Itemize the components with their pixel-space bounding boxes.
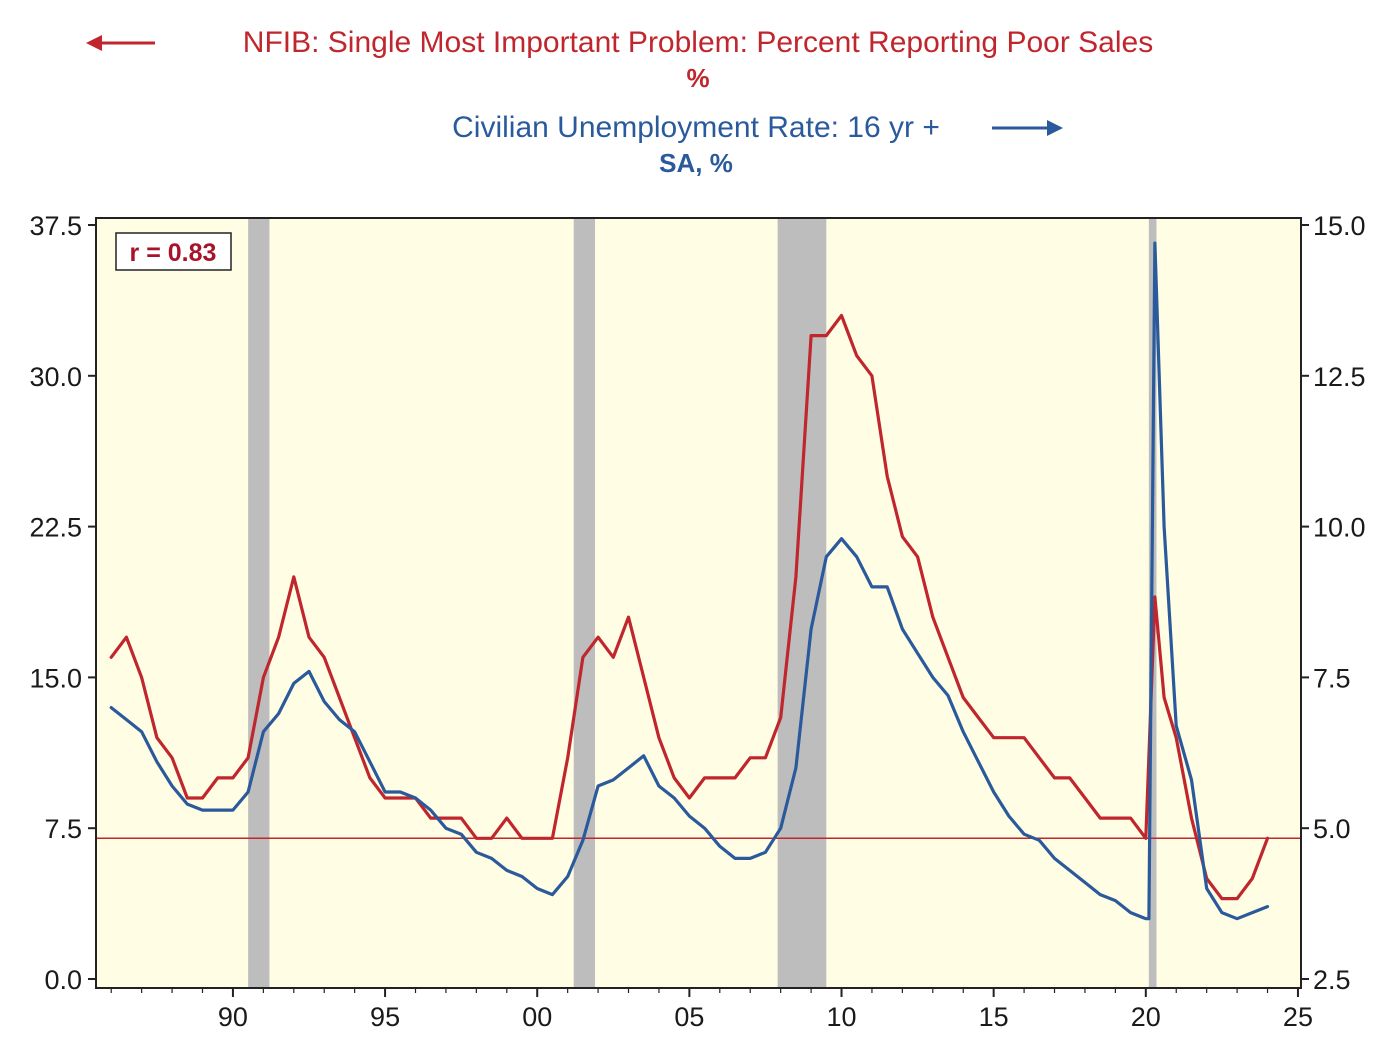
- y-right-tick-label: 5.0: [1313, 814, 1351, 844]
- x-tick-label: 00: [522, 1002, 552, 1032]
- y-right-tick-label: 10.0: [1313, 513, 1366, 543]
- y-right-tick-label: 7.5: [1313, 663, 1351, 693]
- y-left-tick-label: 37.5: [29, 211, 82, 241]
- recession-band-1: [573, 218, 596, 988]
- series-layer: [109, 241, 1270, 921]
- plot-frame: [95, 217, 1302, 989]
- series-line-nfib-poor-sales: [109, 313, 1270, 901]
- y-left-tick-label: 30.0: [29, 362, 82, 392]
- legend-red-unit: %: [686, 63, 709, 93]
- plot-background: [96, 218, 1301, 988]
- legend-blue-unit: SA, %: [659, 148, 733, 178]
- correlation-text: r = 0.83: [130, 239, 217, 267]
- recession-band-2: [777, 218, 827, 988]
- x-tick-label: 10: [826, 1002, 856, 1032]
- correlation-box: [115, 232, 232, 271]
- legend-arrow-right-head: [1047, 120, 1063, 136]
- legend: NFIB: Single Most Important Problem: Per…: [86, 26, 1153, 178]
- recession-band-0: [248, 218, 270, 988]
- legend-blue-label: Civilian Unemployment Rate: 16 yr +: [452, 111, 940, 144]
- x-tick-label: 20: [1131, 1002, 1161, 1032]
- correlation-annotation: r = 0.83: [115, 232, 232, 271]
- y-right-tick-label: 15.0: [1313, 211, 1366, 241]
- y-left-tick-label: 7.5: [44, 814, 82, 844]
- x-tick-label: 05: [674, 1002, 704, 1032]
- axes: 0.0 7.5 15.0 22.5 30.0 37.5 2.5 5.0 7.5 10.0 12.5 1…: [29, 211, 1365, 1032]
- y-left-tick-label: 0.0: [44, 965, 82, 995]
- legend-red-label: NFIB: Single Most Important Problem: Per…: [243, 26, 1153, 59]
- y-left-tick-label: 15.0: [29, 663, 82, 693]
- y-right-tick-label: 12.5: [1313, 362, 1366, 392]
- x-tick-label: 90: [218, 1002, 248, 1032]
- series-line-unemployment-rate: [109, 241, 1270, 921]
- x-tick-label: 95: [370, 1002, 400, 1032]
- y-left-tick-label: 22.5: [29, 513, 82, 543]
- y-right-tick-label: 2.5: [1313, 965, 1351, 995]
- x-tick-label: 25: [1283, 1002, 1313, 1032]
- legend-arrow-left-head: [86, 35, 102, 51]
- x-tick-label: 15: [979, 1002, 1009, 1032]
